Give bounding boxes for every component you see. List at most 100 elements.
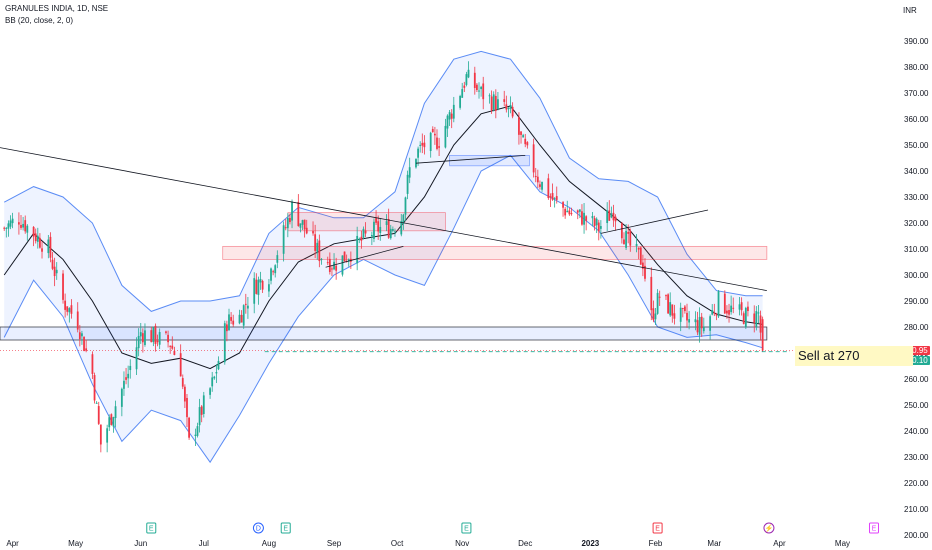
candle-body — [169, 345, 172, 347]
candle-body — [139, 332, 142, 337]
trendline-3 — [600, 209, 709, 234]
candle-body — [446, 115, 449, 129]
candle-body — [181, 378, 184, 387]
x-tick-label: 2023 — [581, 539, 599, 548]
candle-body — [444, 125, 447, 148]
candle-body — [511, 106, 514, 117]
candle-body — [91, 354, 94, 374]
candle-body — [135, 347, 138, 370]
candle-body — [81, 333, 83, 337]
candle-body — [70, 305, 73, 314]
y-tick-label: 330.00 — [904, 193, 929, 202]
candle-body — [53, 266, 56, 277]
candle-body — [196, 426, 199, 436]
candle-body — [183, 386, 186, 402]
earnings-marker[interactable]: E — [652, 522, 663, 534]
candle-body — [255, 279, 258, 294]
candle-body — [503, 99, 506, 102]
y-tick-label: 360.00 — [904, 115, 929, 124]
split-marker[interactable]: ⚡ — [763, 522, 775, 534]
candle-body — [303, 219, 306, 230]
candle-body — [341, 255, 344, 275]
candle-body — [669, 302, 672, 316]
earnings-marker[interactable]: E — [461, 522, 472, 534]
candle-body — [635, 243, 638, 247]
candle-body — [106, 428, 109, 443]
event-marker-label: E — [149, 526, 154, 533]
price-axis[interactable]: 200.00 210.00 220.00 230.00 240.00 250.00 260.… — [904, 37, 929, 540]
candle-body — [11, 218, 14, 224]
candle-body — [223, 323, 226, 363]
candle-body — [259, 278, 262, 283]
y-tick-label: 210.00 — [904, 505, 929, 514]
candle-body — [658, 296, 661, 298]
candle-body — [753, 313, 756, 323]
candle-body — [318, 240, 321, 262]
candle-body — [679, 307, 682, 322]
candle-body — [650, 276, 653, 311]
candle-body — [709, 316, 712, 331]
x-tick-label: Apr — [773, 539, 786, 548]
candle-body — [459, 96, 462, 108]
candle-body — [150, 330, 153, 343]
candle-body — [610, 213, 613, 218]
earnings-marker[interactable]: E — [280, 522, 291, 534]
candle-body — [68, 308, 71, 313]
sell-callout[interactable]: Sell at 270 — [795, 346, 913, 366]
x-tick-label: Feb — [649, 539, 663, 548]
candle-body — [417, 148, 419, 158]
candle-body — [595, 218, 598, 226]
x-tick-label: Aug — [262, 539, 276, 548]
event-marker-label: E — [283, 526, 288, 533]
candle-body — [555, 196, 558, 200]
support-zone — [0, 326, 768, 341]
candle-body — [286, 218, 289, 229]
symbol-title[interactable]: GRANULES INDIA, 1D, NSE — [5, 4, 109, 13]
candle-body — [85, 348, 88, 351]
time-axis[interactable]: Apr May Jun Jul Aug Sep Oct Nov Dec 2023 Feb Mar Apr… — [6, 539, 850, 548]
candle-body — [320, 258, 323, 261]
candle-body — [97, 406, 100, 424]
candle-body — [5, 227, 8, 229]
candle-body — [408, 167, 411, 178]
candle-body — [257, 279, 260, 295]
candle-body — [385, 221, 388, 225]
candle-body — [125, 377, 127, 380]
candle-body — [268, 284, 270, 292]
candle-body — [553, 197, 556, 199]
candle-body — [461, 89, 464, 98]
bollinger-lower — [3, 154, 763, 464]
candle-body — [614, 216, 617, 222]
candle-body — [373, 221, 375, 239]
candle-body — [209, 388, 211, 395]
candle-body — [570, 213, 573, 215]
dividend-marker[interactable]: D — [252, 522, 264, 534]
candle-body — [505, 104, 508, 110]
candle-body — [450, 113, 453, 119]
candle-body — [314, 234, 317, 251]
earnings-marker[interactable]: E — [868, 522, 879, 534]
candle-body — [438, 146, 440, 148]
candle-body — [194, 434, 197, 436]
last-price-tag: 270.95 — [901, 345, 930, 355]
candle-body — [488, 95, 491, 97]
x-tick-label: Sep — [327, 539, 342, 548]
candle-body — [36, 235, 39, 242]
candle-body — [539, 184, 541, 187]
candle-body — [507, 108, 510, 110]
earnings-marker[interactable]: E — [146, 522, 157, 534]
candle-body — [51, 259, 54, 269]
candle-body — [32, 226, 35, 237]
candle-body — [564, 208, 567, 216]
candle-body — [247, 305, 249, 309]
candle-body — [270, 268, 272, 281]
y-tick-label: 230.00 — [904, 453, 929, 462]
x-tick-label: Apr — [6, 539, 19, 548]
candle-body — [274, 265, 277, 274]
indicator-label[interactable]: BB (20, close, 2, 0) — [5, 16, 74, 25]
target-price-tag: 270.10 — [901, 355, 930, 365]
candle-body — [452, 104, 455, 119]
price-zone-1 — [222, 245, 768, 260]
candle-body — [612, 212, 615, 221]
